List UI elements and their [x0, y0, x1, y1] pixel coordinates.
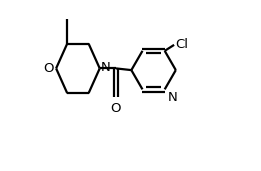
Text: Cl: Cl	[175, 38, 188, 51]
Text: N: N	[168, 91, 177, 104]
Text: O: O	[111, 102, 121, 115]
Text: N: N	[101, 61, 111, 74]
Text: O: O	[44, 62, 54, 75]
